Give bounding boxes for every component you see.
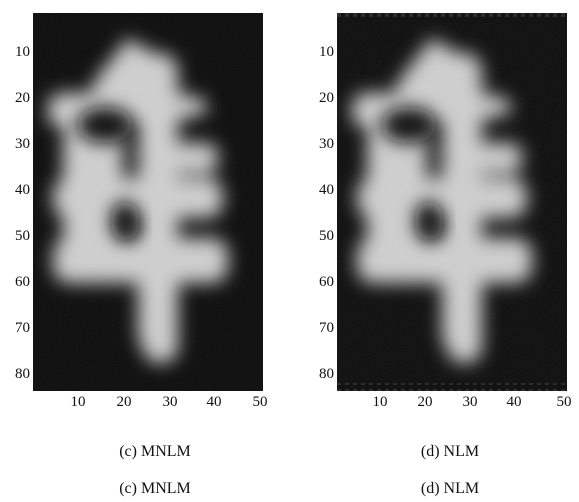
caption-mnlm-repeat: (c) MNLM xyxy=(119,480,191,497)
x-tick-label: 10 xyxy=(70,394,86,410)
y-tick-label: 10 xyxy=(319,44,334,60)
y-tick-label: 80 xyxy=(15,366,30,382)
x-tick-label: 30 xyxy=(162,394,178,410)
blurred-character-image xyxy=(337,13,567,391)
y-tick-label: 50 xyxy=(15,228,30,244)
y-tick-label: 70 xyxy=(15,320,30,336)
image-plot-nlm xyxy=(337,13,567,391)
x-tick-label: 40 xyxy=(206,394,222,410)
y-tick-label: 10 xyxy=(15,44,30,60)
y-tick-label: 30 xyxy=(15,136,30,152)
x-tick-label: 20 xyxy=(116,394,132,410)
y-tick-label: 40 xyxy=(319,182,334,198)
image-plot-mnlm xyxy=(33,13,263,391)
caption-mnlm: (c) MNLM xyxy=(119,443,191,460)
y-tick-label: 80 xyxy=(319,366,334,382)
y-tick-label: 20 xyxy=(15,90,30,106)
y-tick-label: 40 xyxy=(15,182,30,198)
figure-panel-nlm: 10 20 30 40 50 60 70 80 10 20 30 40 50 xyxy=(300,0,572,420)
figure-panel-mnlm: 10 20 30 40 50 60 70 80 10 20 30 40 50 xyxy=(0,0,268,420)
y-tick-label: 50 xyxy=(319,228,334,244)
y-tick-label: 60 xyxy=(15,274,30,290)
x-tick-label: 10 xyxy=(372,394,388,410)
y-tick-label: 20 xyxy=(319,90,334,106)
y-tick-label: 70 xyxy=(319,320,334,336)
caption-nlm: (d) NLM xyxy=(420,443,480,460)
y-tick-label: 30 xyxy=(319,136,334,152)
blurred-character-image xyxy=(33,13,263,391)
x-tick-label: 50 xyxy=(556,394,572,410)
x-tick-label: 30 xyxy=(462,394,478,410)
caption-nlm-repeat: (d) NLM xyxy=(420,480,480,497)
x-tick-label: 50 xyxy=(252,394,268,410)
x-tick-label: 40 xyxy=(506,394,522,410)
x-tick-label: 20 xyxy=(417,394,433,410)
y-tick-label: 60 xyxy=(319,274,334,290)
